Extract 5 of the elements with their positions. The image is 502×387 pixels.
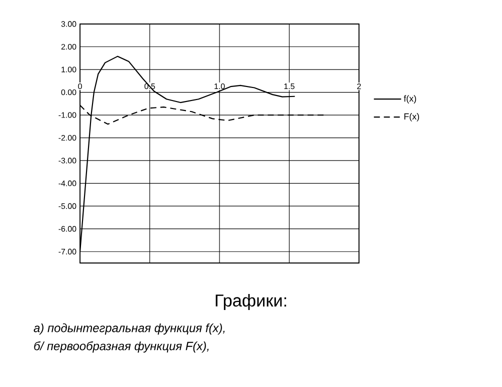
- legend-label: F(x): [404, 113, 420, 122]
- text: б/ первообразная функция F(x),: [34, 341, 209, 353]
- text: Графики:: [216, 294, 286, 310]
- legend-label: f(x): [404, 95, 416, 104]
- text: а) подынтегральная функция f(x),: [34, 323, 225, 335]
